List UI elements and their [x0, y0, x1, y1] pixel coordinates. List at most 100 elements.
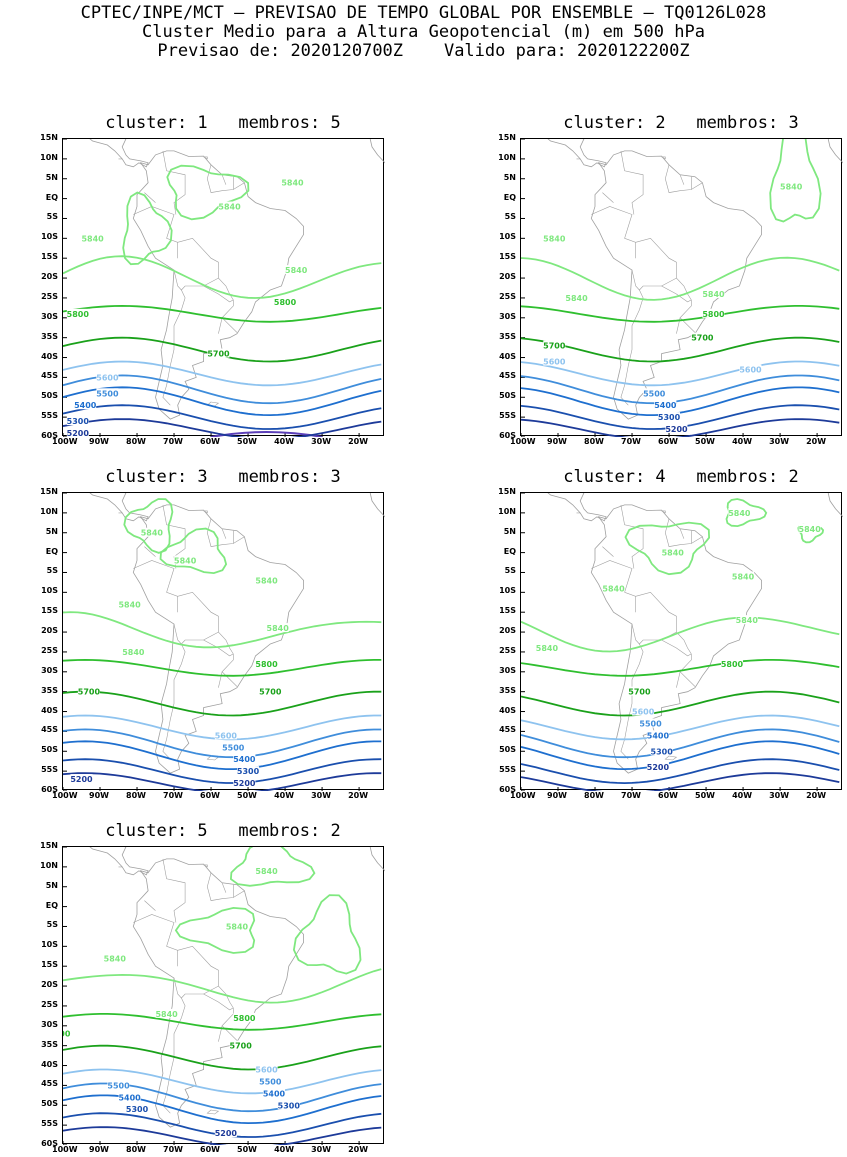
- contour-label: 5800: [255, 660, 278, 669]
- map-panel: 5840 5840 5840 5840 5800 5700 5700 5600 5600 5500…: [520, 138, 843, 437]
- contour-label-bg: [118, 1092, 141, 1102]
- country-border: [144, 192, 156, 203]
- country-border: [218, 985, 234, 1009]
- country-border: [173, 237, 219, 291]
- central-america-coast: [89, 139, 149, 168]
- contour-label-bg: [628, 686, 651, 696]
- contour-label: 5840: [218, 203, 241, 212]
- island: [206, 1109, 220, 1115]
- lat-tick-label: 30S: [41, 665, 58, 675]
- island: [661, 510, 666, 514]
- contour-label: 5800: [721, 660, 744, 669]
- contour-5300: [63, 758, 382, 784]
- lon-tick-label: 50W: [237, 1145, 258, 1154]
- lat-tick-label: 15S: [41, 606, 58, 616]
- contour-label: 5700: [78, 688, 101, 697]
- contour-label: 5840: [118, 600, 141, 609]
- country-border: [218, 671, 223, 688]
- country-border: [676, 277, 692, 301]
- contour-label: 5840: [122, 648, 145, 657]
- contour-5600: [521, 360, 840, 387]
- lat-tick-label: 10N: [40, 506, 58, 516]
- contour-label-bg: [739, 364, 762, 374]
- lon-tick-label: 70W: [163, 437, 183, 446]
- africa-coast: [369, 847, 385, 872]
- contour-label-bg: [798, 523, 821, 533]
- island: [203, 864, 208, 868]
- lon-tick-label: 100W: [52, 1145, 78, 1154]
- country-border: [206, 164, 245, 193]
- lat-tick-label: 35S: [41, 331, 58, 341]
- contour-label: 5800: [702, 310, 725, 319]
- contour-label: 5300: [651, 747, 674, 756]
- country-border: [661, 285, 692, 303]
- contour-5840-closed: [174, 906, 256, 954]
- lat-tick-label: 40S: [41, 705, 58, 715]
- contour-label-bg: [96, 388, 119, 398]
- contour-label-bg: [218, 201, 241, 211]
- contour-label: 5840: [281, 179, 304, 188]
- contour-label-bg: [281, 177, 304, 187]
- contour-label: 5800: [63, 1030, 71, 1039]
- contour-label: 5500: [96, 389, 119, 398]
- contour-label-bg: [780, 181, 803, 191]
- country-border: [679, 653, 696, 687]
- lat-tick-label: 10S: [41, 940, 58, 950]
- country-border: [602, 192, 614, 203]
- lon-tick-label: 20W: [806, 437, 827, 446]
- africa-coast: [827, 493, 843, 518]
- lon-tick-label: 60W: [200, 791, 220, 800]
- contour-5840-closed: [292, 894, 362, 975]
- country-border: [676, 671, 681, 688]
- contour-label: 5300: [237, 767, 260, 776]
- contour-5700: [521, 336, 840, 363]
- country-border: [162, 643, 186, 760]
- contour-5840: [63, 255, 382, 299]
- contour-label: 5840: [226, 922, 249, 931]
- contour-label: 5300: [278, 1101, 301, 1110]
- lat-tick-label: 40S: [499, 705, 516, 715]
- map-svg: 5840 5840 5840 5840 5840 5840 5840 5800 5700 5600…: [521, 493, 843, 791]
- coastline: [590, 150, 762, 420]
- lat-tick-label: 55S: [41, 765, 58, 775]
- contour-label-bg: [214, 730, 237, 740]
- contour-label: 5300: [126, 1105, 149, 1114]
- lat-tick-label: 55S: [41, 411, 58, 421]
- panel-title: cluster: 2 membros: 3: [563, 113, 799, 133]
- central-america-coast: [89, 847, 149, 876]
- contour-label: 5300: [658, 413, 681, 422]
- contour-label: 5700: [543, 342, 566, 351]
- contour-label-bg: [233, 754, 256, 764]
- lon-tick-label: 70W: [163, 791, 183, 800]
- lon-tick-label: 50W: [695, 437, 716, 446]
- lon-tick-label: 40W: [732, 437, 753, 446]
- lat-tick-label: 25S: [41, 645, 58, 655]
- country-border: [221, 299, 238, 333]
- lat-tick-label: 20S: [41, 272, 58, 282]
- country-border: [203, 285, 234, 303]
- africa-coast: [369, 493, 385, 518]
- contour-5200: [63, 772, 382, 791]
- lon-tick-label: 40W: [732, 791, 753, 800]
- lon-tick-label: 30W: [311, 791, 332, 800]
- country-border: [203, 993, 234, 1011]
- contour-label-bg: [63, 1028, 71, 1038]
- contour-label-bg: [658, 412, 681, 422]
- lon-tick-label: 80W: [584, 791, 604, 800]
- central-america-coast: [89, 493, 149, 522]
- map-panel: 5840 5840 5840 5840 5840 5840 5800 5700 5700 5600…: [62, 492, 385, 791]
- contour-5600: [63, 360, 382, 387]
- contour-5800: [521, 659, 840, 677]
- country-border: [206, 872, 245, 901]
- contour-label: 5400: [654, 401, 677, 410]
- lat-tick-label: 5S: [46, 566, 58, 576]
- coastline: [132, 858, 304, 1128]
- lon-tick-label: 20W: [348, 791, 369, 800]
- contour-label: 5600: [543, 358, 566, 367]
- lat-tick-label: 50S: [499, 745, 516, 755]
- contour-label: 5500: [643, 389, 666, 398]
- lat-tick-label: EQ: [45, 900, 58, 910]
- contour-label: 5840: [81, 234, 104, 243]
- contour-label: 5840: [141, 529, 164, 538]
- contour-label-bg: [639, 718, 662, 728]
